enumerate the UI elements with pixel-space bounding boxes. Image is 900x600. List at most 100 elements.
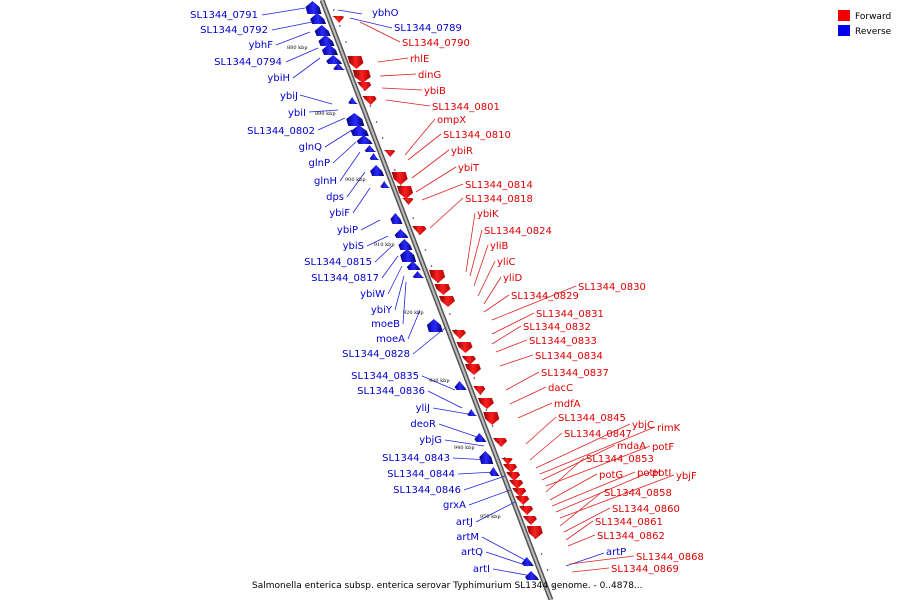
- gene-label[interactable]: ybiH: [267, 73, 290, 84]
- gene-label[interactable]: SL1344_0792: [200, 25, 268, 36]
- gene-label[interactable]: SL1344_0847: [564, 429, 632, 440]
- gene-label[interactable]: SL1344_0815: [304, 257, 372, 268]
- gene-label[interactable]: dacC: [548, 383, 573, 394]
- reverse-gene-block: [467, 409, 478, 416]
- gene-label[interactable]: artJ: [456, 517, 473, 528]
- gene-label[interactable]: SL1344_0835: [351, 371, 419, 382]
- gene-label[interactable]: SL1344_0846: [393, 485, 461, 496]
- gene-label[interactable]: SL1344_0802: [247, 126, 315, 137]
- gene-label[interactable]: yliD: [503, 273, 522, 284]
- gene-label[interactable]: dps: [326, 192, 344, 203]
- gene-label[interactable]: dinG: [418, 70, 441, 81]
- gene-label[interactable]: yliB: [490, 241, 508, 252]
- gene-label[interactable]: ybiJ: [280, 91, 298, 102]
- gene-label[interactable]: ybiW: [360, 289, 385, 300]
- gene-label[interactable]: ompX: [437, 115, 466, 126]
- gene-label[interactable]: artM: [456, 532, 479, 543]
- gene-label[interactable]: rimK: [657, 423, 681, 434]
- reverse-gene-block: [348, 97, 359, 104]
- gene-label[interactable]: ybhF: [249, 40, 274, 51]
- tick-910: 910 kbp: [374, 242, 395, 248]
- gene-label[interactable]: SL1344_0824: [484, 226, 552, 237]
- gene-label[interactable]: ybiS: [343, 241, 364, 252]
- gene-label[interactable]: ybiP: [337, 225, 358, 236]
- gene-label[interactable]: grxA: [443, 500, 466, 511]
- gene-label[interactable]: rhlE: [410, 54, 429, 65]
- gene-label[interactable]: SL1344_0810: [443, 130, 511, 141]
- gene-label[interactable]: ybhO: [372, 8, 399, 19]
- gene-label[interactable]: ybiI: [288, 108, 306, 119]
- reverse-gene-block: [394, 229, 409, 238]
- legend: Forward Reverse: [838, 10, 892, 37]
- leader-line: [468, 489, 511, 506]
- gene-label[interactable]: deoR: [410, 419, 436, 430]
- forward-gene-block: [357, 82, 372, 91]
- leader-line: [379, 73, 417, 77]
- gene-label[interactable]: SL1344_0791: [190, 10, 258, 21]
- backbone-dot: [497, 441, 500, 443]
- gene-label[interactable]: SL1344_0831: [536, 309, 604, 320]
- gene-label[interactable]: SL1344_0837: [541, 368, 609, 379]
- gene-label[interactable]: ybiR: [451, 146, 473, 157]
- forward-gene-block: [332, 16, 345, 23]
- gene-label[interactable]: mdfA: [554, 399, 581, 410]
- gene-label[interactable]: SL1344_0828: [342, 349, 410, 360]
- gene-label[interactable]: SL1344_0869: [611, 564, 679, 575]
- gene-label[interactable]: SL1344_0830: [578, 282, 646, 293]
- leader-line: [438, 423, 481, 439]
- leader-line: [427, 390, 463, 409]
- leader-line: [525, 416, 557, 445]
- gene-label[interactable]: potG: [599, 470, 623, 481]
- gene-label[interactable]: SL1344_0790: [402, 38, 470, 49]
- gene-label[interactable]: SL1344_0836: [357, 386, 425, 397]
- gene-label[interactable]: potI: [652, 468, 671, 479]
- backbone-dot: [516, 489, 518, 491]
- leader-line: [349, 17, 393, 29]
- gene-label[interactable]: ybiK: [477, 209, 499, 220]
- gene-label[interactable]: SL1344_0817: [311, 273, 379, 284]
- gene-label[interactable]: glnP: [309, 158, 331, 169]
- gene-label[interactable]: ybiB: [424, 86, 446, 97]
- gene-label[interactable]: yliC: [497, 257, 515, 268]
- gene-label[interactable]: SL1344_0832: [523, 322, 591, 333]
- gene-label[interactable]: potH: [637, 468, 661, 479]
- gene-label[interactable]: SL1344_0845: [558, 413, 626, 424]
- gene-label[interactable]: mdaA: [617, 441, 646, 452]
- gene-label[interactable]: SL1344_0833: [529, 336, 597, 347]
- gene-label[interactable]: SL1344_0861: [595, 517, 663, 528]
- gene-label[interactable]: SL1344_0834: [535, 351, 603, 362]
- leader-line: [407, 133, 442, 161]
- gene-label[interactable]: SL1344_0862: [597, 531, 665, 542]
- gene-label[interactable]: ybjC: [632, 420, 654, 431]
- gene-label[interactable]: glnH: [314, 176, 337, 187]
- gene-label[interactable]: ybiY: [371, 305, 393, 316]
- gene-label[interactable]: SL1344_0801: [432, 102, 500, 113]
- gene-label[interactable]: artQ: [461, 547, 483, 558]
- reverse-gene-labels: SL1344_0791 SL1344_0792 ybhF SL1344_0794…: [190, 8, 626, 575]
- gene-label[interactable]: ybjF: [676, 471, 697, 482]
- gene-label[interactable]: SL1344_0818: [465, 194, 533, 205]
- gene-label[interactable]: SL1344_0868: [636, 552, 704, 563]
- gene-label[interactable]: potF: [652, 442, 674, 453]
- gene-label[interactable]: ybiF: [329, 208, 350, 219]
- gene-label[interactable]: SL1344_0829: [511, 291, 579, 302]
- gene-label[interactable]: moeA: [376, 334, 405, 345]
- gene-label[interactable]: ybiT: [458, 163, 480, 174]
- gene-label[interactable]: SL1344_0860: [612, 504, 680, 515]
- gene-label[interactable]: yliJ: [416, 403, 430, 414]
- gene-label[interactable]: SL1344_0844: [387, 469, 455, 480]
- gene-label[interactable]: SL1344_0789: [394, 23, 462, 34]
- gene-label[interactable]: glnQ: [299, 142, 322, 153]
- leader-line: [559, 491, 603, 527]
- gene-label[interactable]: SL1344_0814: [465, 180, 533, 191]
- gene-label[interactable]: ybjG: [419, 435, 442, 446]
- leader-line: [275, 31, 311, 46]
- gene-label[interactable]: SL1344_0853: [586, 454, 654, 465]
- backbone-dot: [381, 137, 384, 139]
- gene-label[interactable]: moeB: [371, 319, 400, 330]
- gene-label[interactable]: SL1344_0858: [604, 488, 672, 499]
- gene-label[interactable]: artP: [606, 547, 626, 558]
- gene-label[interactable]: artI: [473, 564, 490, 575]
- gene-label[interactable]: SL1344_0843: [382, 453, 450, 464]
- gene-label[interactable]: SL1344_0794: [214, 57, 282, 68]
